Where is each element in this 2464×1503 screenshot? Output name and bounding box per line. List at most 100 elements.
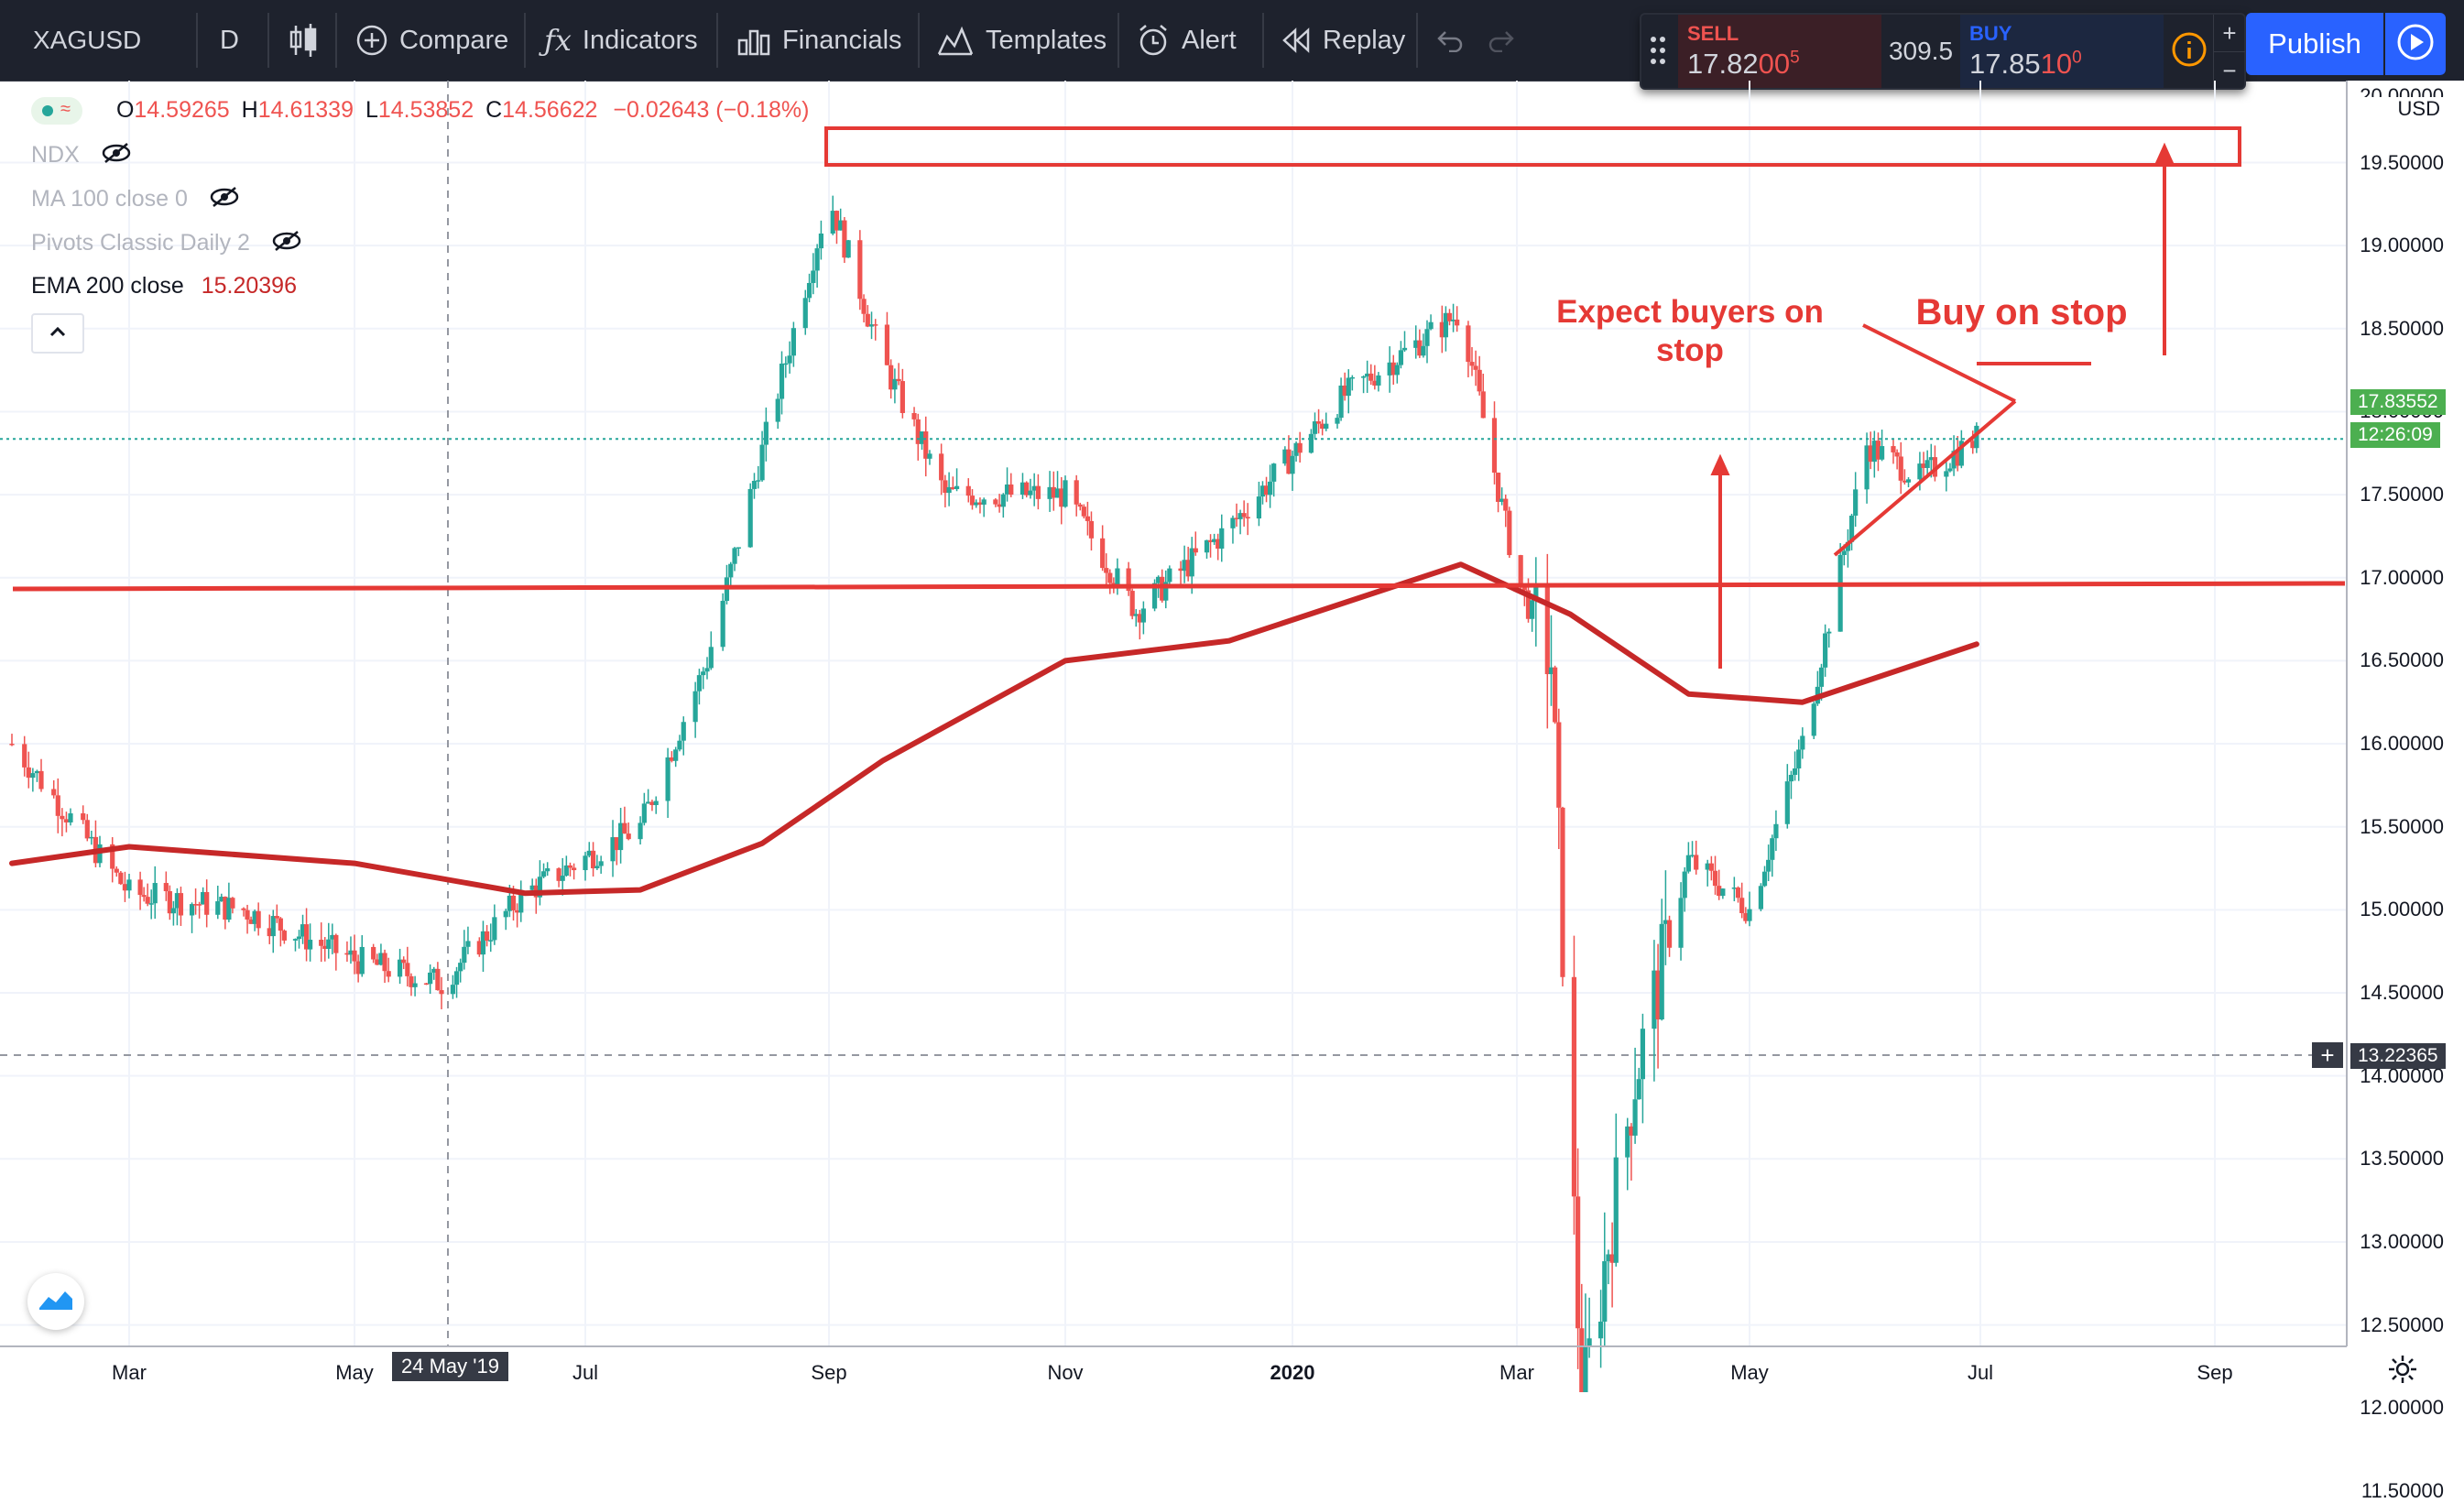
compare-button[interactable]: Compare (355, 0, 508, 81)
candle-body (1659, 923, 1664, 1020)
play-button[interactable] (2385, 13, 2446, 75)
quantity-minus-button[interactable]: − (2213, 51, 2245, 89)
legend-ma[interactable]: MA 100 close 0 (31, 185, 240, 215)
candle (790, 321, 796, 367)
candle-body (1766, 859, 1772, 872)
candle-body (969, 496, 976, 506)
replay-button[interactable]: Replay (1281, 0, 1405, 81)
crosshair-add-button[interactable]: + (2312, 1042, 2343, 1068)
candle-body (704, 668, 710, 672)
candle (939, 443, 944, 496)
legend-ema[interactable]: EMA 200 close 15.20396 (31, 273, 297, 299)
chart-settings-button[interactable] (2383, 1352, 2422, 1390)
candle-body (1717, 886, 1722, 897)
legend-collapse-button[interactable] (31, 313, 84, 354)
financials-label: Financials (782, 25, 902, 55)
candle-body (189, 904, 195, 916)
interval-button[interactable]: D (220, 0, 239, 81)
price-label: 13.00000 (2360, 1229, 2444, 1253)
candle (1659, 899, 1664, 1021)
price-top-cut: 20.00000 (2360, 84, 2444, 97)
candle-body (1579, 1328, 1585, 1392)
candle-body (1970, 441, 1976, 449)
candle-body (545, 868, 551, 872)
candle (1544, 553, 1550, 729)
candle-body (507, 895, 512, 911)
quantity-plus-button[interactable]: + (2213, 15, 2245, 51)
candle (861, 294, 867, 323)
candle-body (163, 883, 169, 891)
candle (1466, 321, 1471, 377)
drag-handle-icon[interactable] (1649, 35, 1667, 71)
candle (1297, 431, 1303, 463)
candle-body (1556, 722, 1562, 808)
price-label: 17.50000 (2360, 483, 2444, 506)
candle-body (201, 891, 206, 905)
candle-body (653, 801, 659, 806)
candle-body (204, 891, 210, 915)
candle-body (1743, 912, 1749, 921)
candle (84, 813, 90, 842)
candle (60, 808, 65, 837)
plus-icon: + (2222, 18, 2237, 47)
candle (1891, 440, 1896, 464)
candle-body (270, 916, 276, 937)
candle-body (681, 722, 686, 741)
legend-dots[interactable]: ≈ (31, 97, 82, 125)
legend-ndx[interactable]: NDX (31, 141, 132, 171)
price-chart[interactable]: Expect buyers on stop Buy on stop (0, 81, 2464, 1392)
candle-body (1898, 456, 1903, 481)
candle (681, 716, 686, 756)
candle-body (997, 504, 1002, 507)
candle (1376, 372, 1381, 392)
candle (1548, 615, 1554, 706)
candles-icon (288, 22, 319, 59)
symbol-search[interactable]: XAGUSD (33, 0, 141, 81)
eye-off-icon[interactable] (209, 185, 240, 215)
sell-button[interactable]: SELL 17.82005 (1678, 15, 1881, 88)
candle (51, 779, 57, 799)
redo-button[interactable] (1488, 0, 1515, 81)
candle-body (638, 822, 643, 840)
candle-body (1533, 586, 1539, 601)
candle-body (450, 985, 456, 995)
eye-off-icon[interactable] (101, 141, 132, 171)
candle (1133, 609, 1139, 627)
candle-body (1629, 1126, 1634, 1136)
financials-button[interactable]: Financials (736, 0, 902, 81)
candle-body (610, 837, 616, 862)
candle-body (453, 971, 460, 986)
eye-off-icon[interactable] (271, 229, 302, 259)
candle (708, 631, 714, 670)
candle-body (1219, 528, 1225, 549)
buy-button[interactable]: BUY 17.85100 (1960, 15, 2164, 88)
candle (1365, 360, 1370, 393)
candle-body (1216, 539, 1221, 549)
candle-body (1553, 667, 1558, 723)
templates-button[interactable]: Templates (936, 0, 1107, 81)
candle (1031, 473, 1037, 506)
candle (756, 465, 761, 489)
publish-button[interactable]: Publish (2246, 13, 2383, 75)
candle-body (378, 953, 384, 965)
price-label: 17.00000 (2360, 565, 2444, 589)
tradingview-logo[interactable] (27, 1273, 84, 1330)
candle (1682, 866, 1687, 912)
info-button[interactable] (2169, 15, 2209, 88)
candle-body (230, 898, 235, 909)
candle-body (303, 924, 310, 950)
candle-body (1394, 365, 1400, 376)
candle-body (1271, 463, 1277, 482)
legend-pivots[interactable]: Pivots Classic Daily 2 (31, 229, 302, 259)
alert-button[interactable]: Alert (1136, 0, 1237, 81)
time-label: Jul (1967, 1361, 1994, 1384)
candle-body (503, 910, 508, 918)
candle-body (1586, 1338, 1592, 1346)
candle (919, 430, 925, 450)
chart-type-button[interactable] (288, 0, 319, 81)
candle-body (122, 884, 128, 891)
candle (352, 934, 357, 975)
undo-button[interactable] (1436, 0, 1464, 81)
candle-body (649, 801, 655, 806)
indicators-button[interactable]: ƒx Indicators (544, 0, 698, 81)
